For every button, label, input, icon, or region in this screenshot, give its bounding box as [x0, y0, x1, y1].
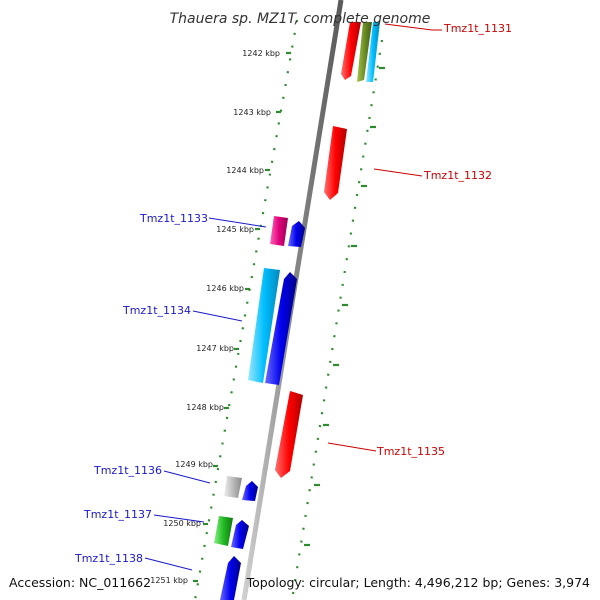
- genome-title: Thauera sp. MZ1T, complete genome: [170, 11, 431, 27]
- gene-tmzlt-1131[interactable]: [341, 22, 380, 82]
- tick-label-1243: 1243 kbp: [233, 108, 271, 117]
- gene-tmzlt-1134-b[interactable]: [265, 272, 297, 385]
- accession-text: Accession: NC_011662: [9, 575, 151, 590]
- gene-tmzlt-1136-a[interactable]: [224, 476, 242, 498]
- gene-label-tmzlt-1133[interactable]: Tmz1t_1133: [139, 212, 208, 225]
- gene-label-tmzlt-1136[interactable]: Tmz1t_1136: [93, 464, 162, 477]
- gene-label-tmzlt-1135[interactable]: Tmz1t_1135: [376, 445, 445, 458]
- gene-label-tmzlt-1138[interactable]: Tmz1t_1138: [74, 552, 143, 565]
- gene-tmzlt-1135[interactable]: [275, 391, 303, 478]
- inner-tick-marks: [193, 51, 291, 583]
- gene-label-tmzlt-1131[interactable]: Tmz1t_1131: [443, 22, 512, 35]
- outer-tick-marks: [304, 66, 385, 547]
- leader-lines: [144, 23, 442, 571]
- gene-tmzlt-1137-a[interactable]: [214, 516, 233, 546]
- gene-tmzlt-1137-b[interactable]: [231, 520, 249, 549]
- tick-label-1250: 1250 kbp: [163, 519, 201, 528]
- gene-tmzlt-1133-b[interactable]: [288, 221, 305, 247]
- gene-label-tmzlt-1137[interactable]: Tmz1t_1137: [83, 508, 152, 521]
- gene-label-tmzlt-1134[interactable]: Tmz1t_1134: [122, 304, 191, 317]
- outer-dotted-ring: [290, 39, 384, 600]
- gene-tmzlt-1136-b[interactable]: [242, 481, 258, 501]
- tick-label-1247: 1247 kbp: [196, 344, 234, 353]
- gene-tmzlt-1134-a[interactable]: [248, 268, 280, 383]
- tick-label-1249: 1249 kbp: [175, 460, 213, 469]
- gene-tmzlt-1133-a[interactable]: [270, 216, 288, 246]
- tick-label-1251: 1251 kbp: [150, 576, 188, 585]
- tick-label-1242: 1242 kbp: [242, 49, 280, 58]
- gene-label-tmzlt-1132[interactable]: Tmz1t_1132: [423, 169, 492, 182]
- gene-tmzlt-1138[interactable]: [220, 556, 241, 600]
- tick-label-1244: 1244 kbp: [226, 166, 264, 175]
- tick-label-1246: 1246 kbp: [206, 284, 244, 293]
- gene-tmzlt-1132[interactable]: [324, 126, 347, 200]
- tick-label-1245: 1245 kbp: [216, 225, 254, 234]
- tick-label-1248: 1248 kbp: [186, 403, 224, 412]
- topology-text: Topology: circular; Length: 4,496,212 bp…: [246, 575, 590, 590]
